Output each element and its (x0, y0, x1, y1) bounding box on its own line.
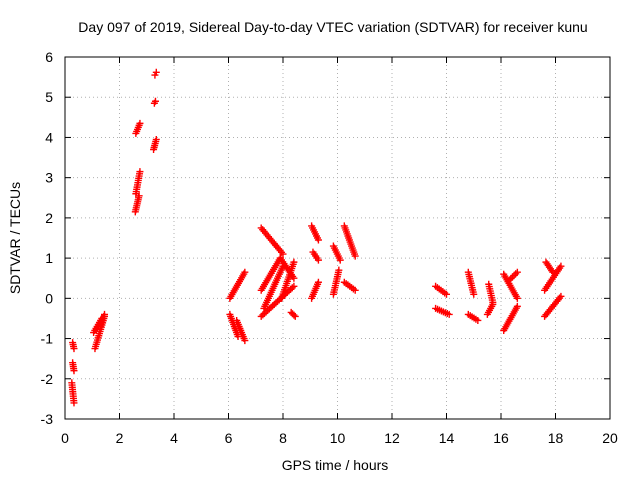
data-point (314, 236, 322, 244)
y-tick-label: -1 (41, 331, 54, 347)
x-tick-label: 16 (493, 430, 509, 446)
data-point (513, 268, 521, 276)
x-tick-label: 18 (548, 430, 564, 446)
x-tick-label: 10 (330, 430, 346, 446)
axis-ticks (64, 56, 611, 420)
data-point (279, 250, 287, 258)
data-point (152, 68, 160, 76)
x-tick-label: 4 (170, 430, 178, 446)
data-point (513, 294, 521, 302)
data-point (443, 290, 450, 298)
x-tick-label: 2 (116, 430, 124, 446)
data-point (290, 274, 298, 282)
data-point (70, 399, 78, 407)
data-point (70, 345, 78, 353)
data-point (135, 192, 143, 200)
data-point (557, 262, 565, 270)
data-point (474, 316, 482, 324)
x-tick-label: 8 (279, 430, 287, 446)
data-point (241, 337, 249, 345)
data-point (445, 310, 453, 318)
data-point (276, 254, 284, 262)
data-point (314, 256, 322, 264)
x-tick-label: 20 (602, 430, 618, 446)
data-point (510, 271, 518, 279)
data-point (136, 168, 144, 176)
grid (65, 57, 610, 419)
y-tick-label: 6 (45, 49, 53, 65)
data-point (557, 292, 565, 300)
data-point (351, 252, 359, 260)
data-point (470, 290, 478, 298)
chart-title: Day 097 of 2019, Sidereal Day-to-day VTE… (78, 19, 587, 35)
y-tick-label: 2 (45, 210, 53, 226)
y-tick-label: -3 (41, 411, 54, 427)
data-point (290, 282, 298, 290)
y-tick-label: 4 (45, 129, 53, 145)
data-point (241, 268, 249, 276)
data-points (68, 68, 565, 407)
x-tick-label: 12 (384, 430, 400, 446)
data-point (290, 258, 298, 266)
data-point (152, 135, 160, 143)
data-point (335, 266, 343, 274)
data-point (290, 311, 298, 319)
data-point (351, 286, 359, 294)
data-point (101, 310, 109, 318)
data-point (512, 270, 520, 278)
y-tick-label: -2 (41, 371, 54, 387)
x-tick-label: 6 (225, 430, 233, 446)
data-point (70, 367, 78, 375)
data-point (314, 278, 322, 286)
y-tick-label: 1 (45, 250, 53, 266)
data-point (291, 312, 299, 320)
data-point (336, 256, 344, 264)
y-tick-label: 5 (45, 89, 53, 105)
y-tick-label: 0 (45, 290, 53, 306)
data-point (513, 302, 521, 310)
y-tick-label: 3 (45, 170, 53, 186)
data-point (279, 262, 287, 270)
y-axis-label: SDTVAR / TECUs (7, 182, 23, 294)
x-tick-label: 0 (61, 430, 69, 446)
data-point (151, 97, 159, 105)
data-point (489, 300, 497, 308)
x-tick-label: 14 (439, 430, 455, 446)
x-axis-label: GPS time / hours (282, 457, 389, 473)
data-point (136, 119, 144, 127)
